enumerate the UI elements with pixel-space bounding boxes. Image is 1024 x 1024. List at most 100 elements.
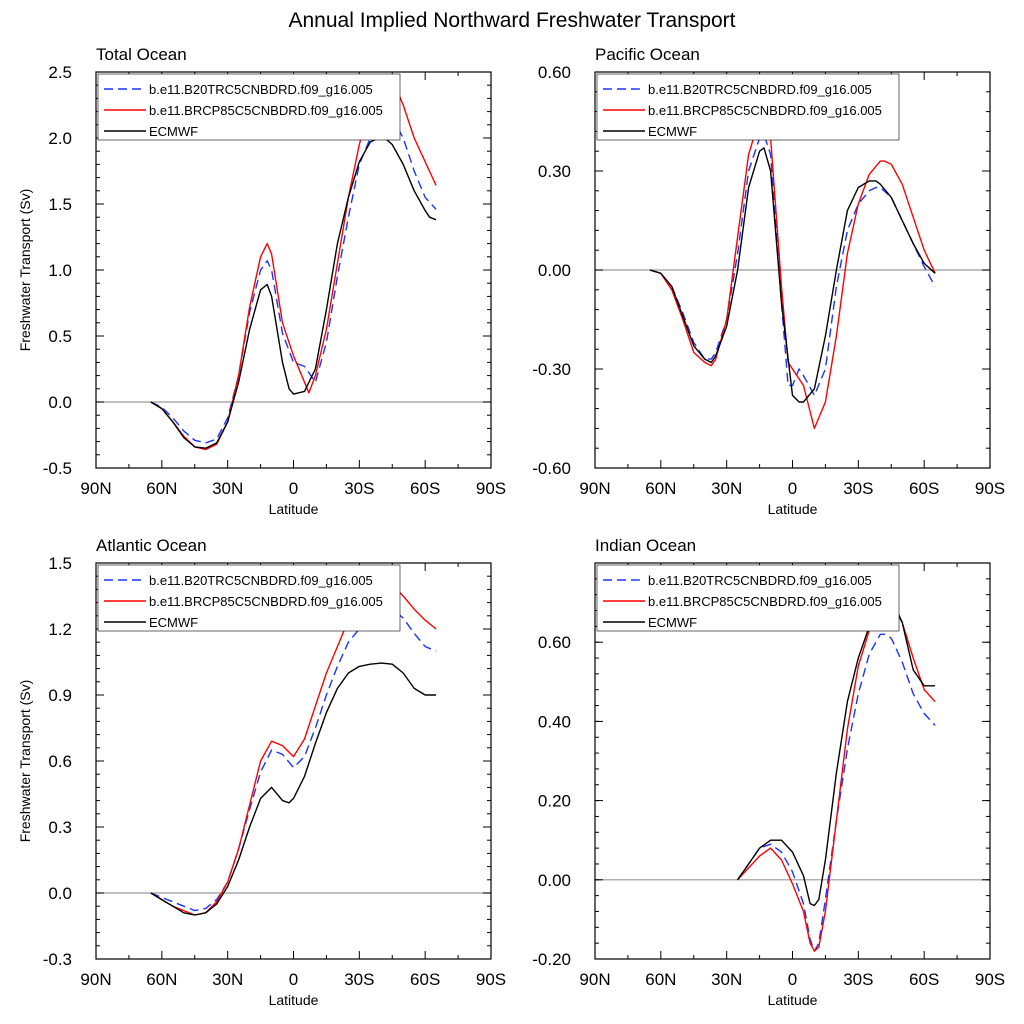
x-tick-label: 90S bbox=[975, 479, 1005, 498]
legend-label: b.e11.B20TRC5CNBDRD.f09_g16.005 bbox=[648, 82, 872, 97]
panel-indian: Indian Ocean 90N 60N 30N 0 30S 60S 90S -0.20 0.00… bbox=[532, 536, 1005, 1008]
legend-label: b.e11.BRCP85C5CNBDRD.f09_g16.005 bbox=[648, 594, 882, 609]
legend-label: b.e11.BRCP85C5CNBDRD.f09_g16.005 bbox=[648, 103, 882, 118]
series-line-brcp85 bbox=[649, 114, 936, 430]
series-line-b20trc bbox=[649, 133, 936, 397]
series-line-ecmwf bbox=[649, 147, 936, 403]
y-tick-label: 2.5 bbox=[48, 63, 72, 82]
legend-box bbox=[97, 73, 401, 141]
plot-frame bbox=[594, 562, 991, 960]
y-tick-label: -0.3 bbox=[43, 950, 72, 969]
x-tick-label: 90N bbox=[80, 479, 111, 498]
x-tick-label: 60N bbox=[146, 970, 177, 989]
x-axis-label: Latitude bbox=[269, 992, 319, 1008]
y-tick-label: 0.00 bbox=[538, 261, 571, 280]
y-tick-label: -0.30 bbox=[532, 360, 571, 379]
x-tick-label: 90S bbox=[476, 970, 506, 989]
y-tick-label: 0.0 bbox=[48, 884, 72, 903]
y-tick-label: -0.60 bbox=[532, 459, 571, 478]
y-tick-label: 0.5 bbox=[48, 327, 72, 346]
legend-label: b.e11.BRCP85C5CNBDRD.f09_g16.005 bbox=[149, 103, 383, 118]
y-tick-label: 0.30 bbox=[538, 162, 571, 181]
x-tick-label: 90N bbox=[80, 970, 111, 989]
series-line-ecmwf bbox=[150, 662, 437, 916]
legend-label: b.e11.B20TRC5CNBDRD.f09_g16.005 bbox=[149, 573, 373, 588]
y-tick-label: 0.40 bbox=[538, 712, 571, 731]
x-tick-label: 30N bbox=[212, 479, 243, 498]
x-tick-label: 30N bbox=[212, 970, 243, 989]
x-tick-label: 60N bbox=[645, 479, 676, 498]
y-tick-label: 0.60 bbox=[538, 63, 571, 82]
y-tick-label: -0.20 bbox=[532, 950, 571, 969]
panel-title: Total Ocean bbox=[96, 45, 187, 64]
x-tick-label: 60S bbox=[410, 970, 440, 989]
legend-label: b.e11.B20TRC5CNBDRD.f09_g16.005 bbox=[149, 82, 373, 97]
y-tick-label: 2.0 bbox=[48, 129, 72, 148]
legend: b.e11.B20TRC5CNBDRD.f09_g16.005 b.e11.BRC… bbox=[596, 564, 900, 632]
legend: b.e11.B20TRC5CNBDRD.f09_g16.005 b.e11.BRC… bbox=[97, 564, 401, 632]
y-tick-label: 0.3 bbox=[48, 818, 72, 837]
legend-label: ECMWF bbox=[648, 615, 697, 630]
y-tick-label: 1.5 bbox=[48, 195, 72, 214]
x-tick-label: 90N bbox=[579, 970, 610, 989]
x-tick-label: 60S bbox=[410, 479, 440, 498]
x-tick-label: 30S bbox=[344, 479, 374, 498]
y-tick-label: 0.0 bbox=[48, 393, 72, 412]
y-tick-label: 0.20 bbox=[538, 792, 571, 811]
x-axis-label: Latitude bbox=[768, 992, 818, 1008]
x-tick-label: 30S bbox=[843, 970, 873, 989]
series-line-b20trc bbox=[150, 608, 437, 912]
x-tick-label: 60S bbox=[909, 970, 939, 989]
x-axis-label: Latitude bbox=[768, 501, 818, 517]
x-tick-label: 0 bbox=[788, 479, 797, 498]
x-tick-label: 30N bbox=[711, 970, 742, 989]
y-tick-label: 0.6 bbox=[48, 752, 72, 771]
x-tick-label: 60N bbox=[146, 479, 177, 498]
panel-title: Indian Ocean bbox=[595, 536, 696, 555]
y-tick-label: 0.9 bbox=[48, 686, 72, 705]
panel-total: Total Ocean 90N 60N 30N 0 30S 60S 90S -0.5 0.0 0.5… bbox=[17, 45, 506, 517]
x-tick-label: 90S bbox=[975, 970, 1005, 989]
panel-atlantic: Atlantic Ocean 90N 60N 30N 0 30S 60S 90S -0.3 0.0… bbox=[17, 536, 506, 1008]
x-tick-label: 0 bbox=[289, 970, 298, 989]
legend-label: ECMWF bbox=[648, 124, 697, 139]
figure-title: Annual Implied Northward Freshwater Tran… bbox=[288, 9, 735, 32]
y-tick-label: 0.60 bbox=[538, 633, 571, 652]
x-axis-label: Latitude bbox=[269, 501, 319, 517]
panels: Total Ocean 90N 60N 30N 0 30S 60S 90S -0.5 0.0 0.5… bbox=[17, 45, 1005, 1008]
x-tick-label: 30S bbox=[344, 970, 374, 989]
y-tick-label: -0.5 bbox=[43, 459, 72, 478]
y-tick-label: 1.5 bbox=[48, 554, 72, 573]
x-tick-label: 90N bbox=[579, 479, 610, 498]
series-line-brcp85 bbox=[150, 582, 437, 916]
series-line-b20trc bbox=[737, 633, 936, 952]
y-tick-label: 0.00 bbox=[538, 871, 571, 890]
series-line-ecmwf bbox=[150, 135, 437, 449]
legend-label: b.e11.BRCP85C5CNBDRD.f09_g16.005 bbox=[149, 594, 383, 609]
legend-box bbox=[97, 564, 401, 632]
panel-title: Atlantic Ocean bbox=[96, 536, 207, 555]
series-line-ecmwf bbox=[737, 597, 936, 907]
y-axis-label: Freshwater Transport (Sv) bbox=[17, 189, 33, 352]
x-tick-label: 0 bbox=[289, 479, 298, 498]
legend: b.e11.B20TRC5CNBDRD.f09_g16.005 b.e11.BRC… bbox=[97, 73, 401, 141]
y-tick-label: 1.0 bbox=[48, 261, 72, 280]
x-tick-label: 60S bbox=[909, 479, 939, 498]
y-tick-label: 1.2 bbox=[48, 620, 72, 639]
legend-label: ECMWF bbox=[149, 615, 198, 630]
legend-box bbox=[596, 564, 900, 632]
plot-frame bbox=[95, 562, 492, 960]
x-tick-label: 60N bbox=[645, 970, 676, 989]
legend: b.e11.B20TRC5CNBDRD.f09_g16.005 b.e11.BRC… bbox=[596, 73, 900, 141]
x-tick-label: 30N bbox=[711, 479, 742, 498]
plot-frame bbox=[594, 71, 991, 469]
x-tick-label: 30S bbox=[843, 479, 873, 498]
legend-label: ECMWF bbox=[149, 124, 198, 139]
legend-label: b.e11.B20TRC5CNBDRD.f09_g16.005 bbox=[648, 573, 872, 588]
x-tick-label: 0 bbox=[788, 970, 797, 989]
panel-title: Pacific Ocean bbox=[595, 45, 700, 64]
plot-frame bbox=[95, 71, 492, 469]
panel-pacific: Pacific Ocean 90N 60N 30N 0 30S 60S 90S -0.60 -0.… bbox=[532, 45, 1005, 517]
y-axis-label: Freshwater Transport (Sv) bbox=[17, 680, 33, 843]
